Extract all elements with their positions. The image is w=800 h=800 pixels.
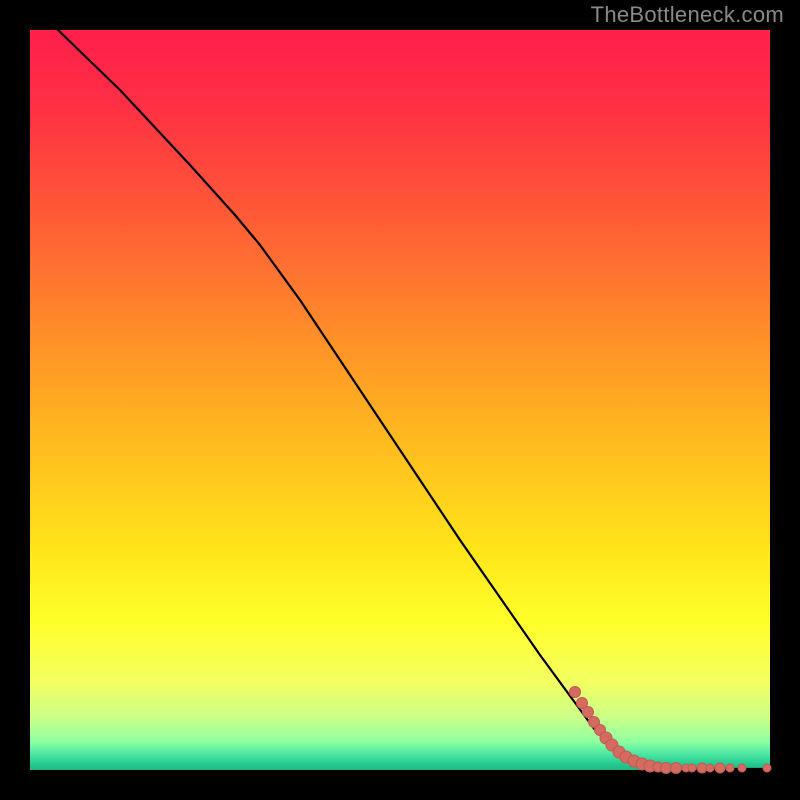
chart-overlay (30, 30, 770, 770)
data-point-marker (671, 763, 682, 774)
data-point-marker (570, 687, 581, 698)
data-point-marker (706, 764, 714, 772)
watermark-text: TheBottleneck.com (591, 2, 784, 28)
data-point-marker (715, 763, 725, 773)
data-point-marker (583, 707, 594, 718)
data-point-marker (738, 764, 746, 772)
plot-area (30, 30, 770, 770)
data-point-marker (661, 763, 672, 774)
bottleneck-curve (58, 30, 770, 769)
chart-frame: TheBottleneck.com (0, 0, 800, 800)
data-point-marker (688, 764, 696, 772)
data-point-marker (726, 764, 734, 772)
data-point-marker (763, 764, 771, 772)
